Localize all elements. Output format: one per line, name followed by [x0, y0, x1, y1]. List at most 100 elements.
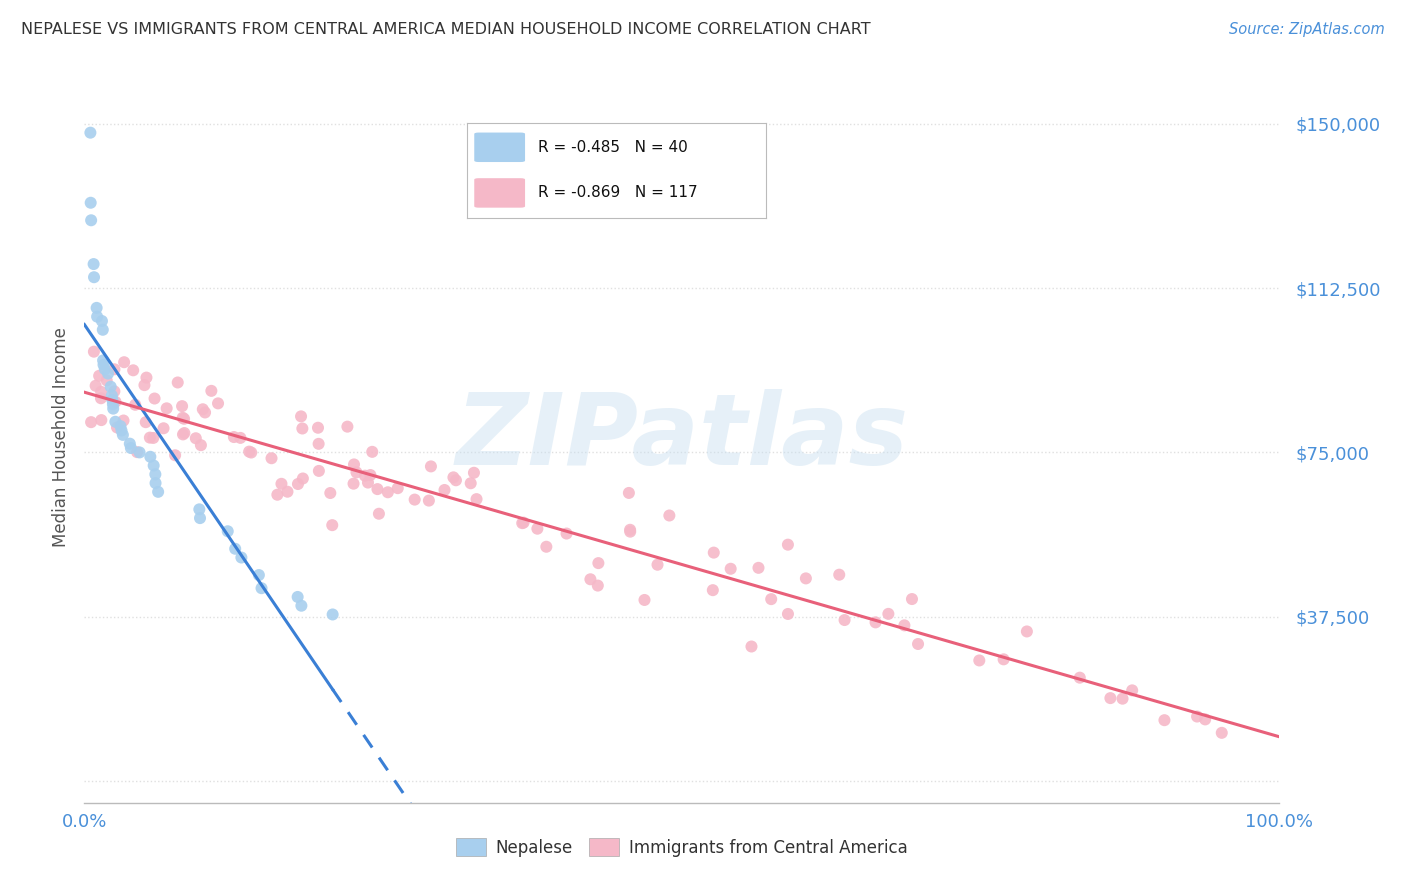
Point: [135, 415, 157, 429]
Point: [97, 367, 120, 381]
Point: [172, 410, 194, 425]
Point: [290, 599, 312, 613]
Point: [619, 524, 641, 539]
Y-axis label: Median Household Income: Median Household Income: [52, 327, 70, 547]
Point: [761, 592, 783, 607]
Point: [194, 405, 217, 419]
Point: [91, 323, 114, 337]
Point: [586, 578, 609, 592]
Point: [142, 458, 165, 473]
Point: [420, 459, 443, 474]
Point: [103, 401, 125, 416]
Point: [287, 590, 309, 604]
Point: [647, 558, 669, 572]
Point: [377, 485, 399, 500]
Point: [173, 425, 195, 440]
Point: [346, 466, 368, 480]
Point: [224, 541, 246, 556]
Point: [291, 421, 314, 435]
Point: [91, 314, 114, 328]
Point: [1153, 713, 1175, 727]
Point: [143, 392, 166, 406]
Point: [103, 362, 125, 376]
Point: [165, 448, 187, 462]
Point: [83, 344, 105, 359]
Point: [111, 428, 134, 442]
Point: [776, 607, 799, 621]
Point: [124, 398, 146, 412]
Point: [463, 466, 485, 480]
Point: [146, 484, 169, 499]
Point: [865, 615, 887, 630]
Point: [510, 516, 533, 530]
Point: [1121, 683, 1143, 698]
Point: [308, 464, 330, 478]
Point: [188, 502, 211, 516]
Point: [747, 561, 769, 575]
Point: [828, 567, 851, 582]
Point: [555, 526, 578, 541]
Point: [322, 607, 344, 622]
Point: [969, 653, 991, 667]
Point: [776, 538, 799, 552]
Point: [188, 511, 211, 525]
Point: [86, 301, 108, 315]
Point: [308, 437, 330, 451]
Point: [307, 421, 329, 435]
Point: [145, 476, 167, 491]
Point: [112, 355, 135, 369]
Point: [103, 384, 125, 399]
Point: [207, 396, 229, 410]
Point: [238, 444, 260, 458]
Point: [354, 468, 377, 483]
Point: [110, 424, 132, 438]
Point: [104, 415, 127, 429]
Point: [222, 430, 245, 444]
Point: [84, 378, 107, 392]
Point: [893, 618, 915, 632]
Point: [94, 362, 117, 376]
Point: [184, 431, 207, 445]
Point: [80, 213, 103, 227]
Point: [418, 493, 440, 508]
Point: [465, 492, 488, 507]
Point: [270, 476, 292, 491]
Point: [1185, 709, 1208, 723]
Point: [1099, 691, 1122, 706]
Point: [118, 436, 141, 450]
Point: [90, 391, 112, 405]
Point: [156, 401, 179, 416]
Point: [200, 384, 222, 398]
Point: [291, 471, 314, 485]
Point: [343, 458, 366, 472]
Point: [460, 476, 482, 491]
Point: [512, 516, 534, 530]
Point: [260, 451, 283, 466]
Point: [702, 583, 724, 598]
Text: Source: ZipAtlas.com: Source: ZipAtlas.com: [1229, 22, 1385, 37]
Legend: Nepalese, Immigrants from Central America: Nepalese, Immigrants from Central Americ…: [456, 838, 908, 856]
Point: [588, 556, 610, 570]
Point: [112, 413, 135, 427]
Point: [433, 483, 456, 497]
Point: [229, 431, 252, 445]
Point: [993, 652, 1015, 666]
Point: [173, 411, 195, 425]
Point: [740, 640, 762, 654]
Point: [526, 522, 548, 536]
Point: [290, 409, 312, 424]
Point: [1194, 713, 1216, 727]
Point: [321, 518, 343, 533]
Point: [120, 441, 142, 455]
Point: [367, 507, 389, 521]
Point: [834, 613, 856, 627]
Point: [172, 427, 194, 442]
Point: [387, 481, 409, 495]
Point: [240, 445, 263, 459]
Point: [83, 270, 105, 285]
Point: [142, 431, 165, 445]
Point: [93, 358, 115, 372]
Point: [190, 438, 212, 452]
Point: [231, 550, 253, 565]
Point: [90, 384, 112, 399]
